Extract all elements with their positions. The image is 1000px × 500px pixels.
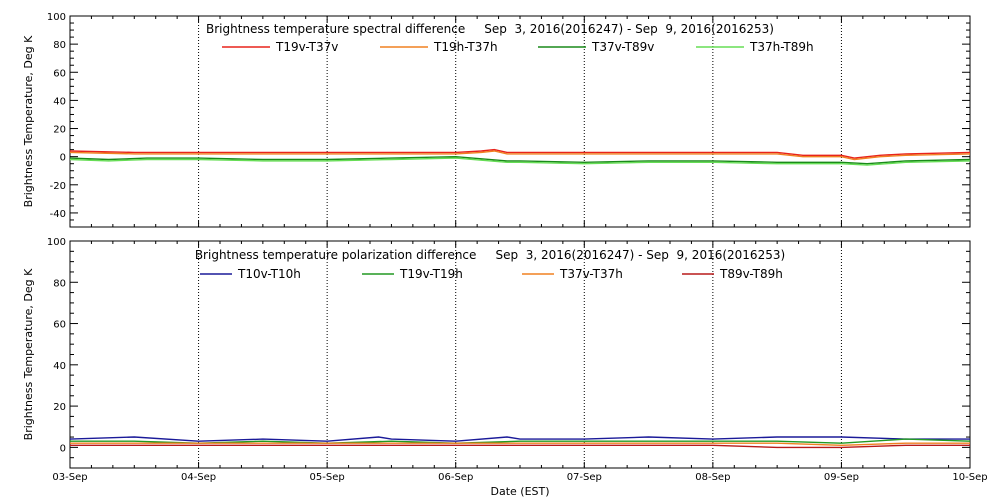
y-axis-label: Brightness Temperature, Deg K [22,268,35,440]
x-tick-label: 08-Sep [695,472,730,483]
vertical-gridlines [198,241,842,468]
series-line [69,148,971,159]
legend-entry: T19v-T37v [275,40,338,54]
y-tick-label: 20 [53,402,66,413]
chart-title: Brightness temperature polarization diff… [195,248,785,262]
series-line [69,436,970,442]
vertical-gridlines [198,16,842,227]
x-tick-label: 03-Sep [52,472,87,483]
x-axis-ticks [69,241,971,468]
legend-entry: T37v-T89v [591,40,654,54]
y-tick-label: 40 [53,361,66,372]
x-axis-label: Date (EST) [490,485,549,498]
y-tick-label: 0 [60,153,66,164]
y-tick-label: 80 [53,278,66,289]
series-line [70,444,970,449]
series-line [69,150,971,161]
plot-frame [69,15,971,228]
legend-entry: T89v-T89h [719,267,783,281]
x-tick-label: 09-Sep [824,472,859,483]
y-tick-label: 100 [47,12,66,23]
series-lines [69,436,971,449]
spectral-difference-panel: -40 -20 0 20 40 60 80 100 Brightness temperatur… [22,12,971,228]
legend-entry: T37v-T37h [559,267,623,281]
y-axis-ticks: 0 20 40 60 80 100 [47,237,970,469]
series-lines [69,148,971,166]
x-tick-label: 07-Sep [567,472,602,483]
x-tick-label: 05-Sep [310,472,345,483]
legend-entry: T37h-T89h [749,40,814,54]
series-line [69,157,971,166]
y-tick-label: 20 [53,125,66,136]
y-tick-label: 80 [53,40,66,51]
legend-entry: T10v-T10h [237,267,301,281]
legend: T10v-T10h T19v-T19h T37v-T37h T89v-T89h [200,267,783,281]
legend: T19v-T37v T19h-T37h T37v-T89v T37h-T89h [222,40,814,54]
chart-title: Brightness temperature spectral differen… [206,22,774,36]
y-tick-label: 0 [60,443,66,454]
y-tick-label: 100 [47,237,66,248]
y-tick-label: 60 [53,68,66,79]
y-axis-ticks: -40 -20 0 20 40 60 80 100 [47,12,970,228]
y-tick-label: -20 [50,181,66,192]
x-tick-labels: 03-Sep 04-Sep 05-Sep 06-Sep 07-Sep 08-Sep 09-S… [52,472,987,483]
series-line [69,155,971,165]
y-axis-label: Brightness Temperature, Deg K [22,35,35,207]
y-tick-label: -40 [50,209,66,220]
x-tick-label: 06-Sep [438,472,473,483]
x-axis-ticks [69,16,971,227]
x-tick-label: 10-Sep [952,472,987,483]
series-line [70,442,970,447]
x-tick-label: 04-Sep [181,472,216,483]
plot-frame [69,240,971,469]
y-tick-label: 40 [53,96,66,107]
polarization-difference-panel: 0 20 40 60 80 100 Brightness temperature pola… [22,237,988,498]
y-tick-label: 60 [53,320,66,331]
legend-entry: T19v-T19h [399,267,463,281]
legend-entry: T19h-T37h [433,40,498,54]
